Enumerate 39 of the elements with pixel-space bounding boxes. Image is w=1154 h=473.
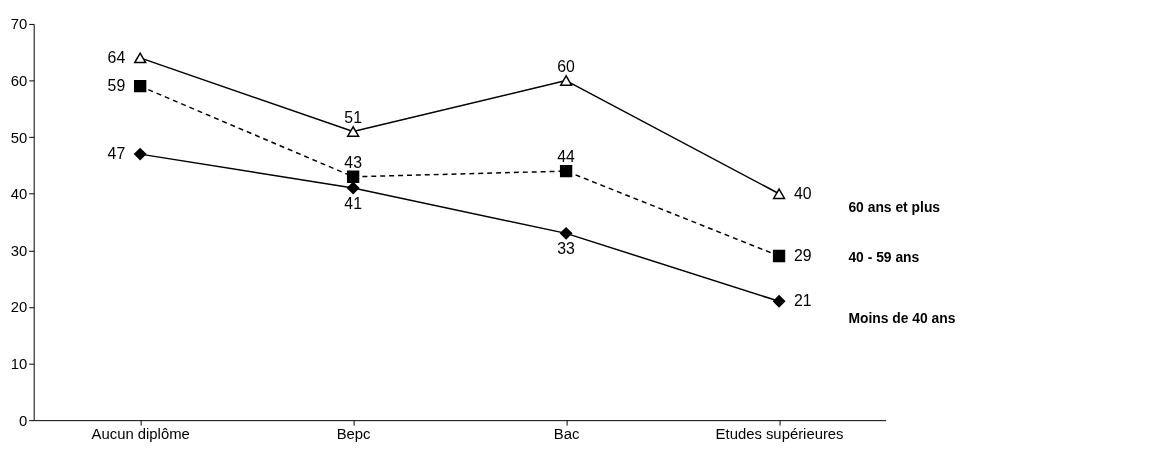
point bbox=[772, 295, 786, 308]
x-tick-label: Aucun diplôme bbox=[91, 426, 190, 443]
point bbox=[559, 75, 573, 86]
data-label: 64 bbox=[107, 48, 126, 66]
point bbox=[346, 170, 360, 183]
data-label: 44 bbox=[557, 148, 576, 166]
y-tick-label: 60 bbox=[10, 72, 28, 89]
point bbox=[133, 52, 147, 64]
data-label: 21 bbox=[794, 292, 812, 310]
data-label: 41 bbox=[344, 194, 363, 212]
y-tick-label: 10 bbox=[10, 356, 28, 372]
point bbox=[346, 126, 360, 137]
data-label: 59 bbox=[107, 77, 126, 95]
data-label: 40 bbox=[794, 184, 812, 202]
y-tick-label: 30 bbox=[10, 242, 28, 259]
point bbox=[559, 164, 573, 178]
text: 40 - 59 ans bbox=[848, 248, 920, 265]
text: Moins de 40 ans bbox=[848, 310, 956, 327]
data-label: 29 bbox=[794, 246, 812, 264]
x-tick-label: Etudes supérieures bbox=[715, 426, 844, 443]
text: 60 ans et plus bbox=[848, 198, 941, 215]
x-tick-label: Bepc bbox=[336, 426, 372, 443]
y-tick-label: 40 bbox=[10, 186, 28, 203]
y-tick-label: 20 bbox=[10, 299, 28, 316]
point bbox=[133, 80, 147, 93]
x-tick-label: Bac bbox=[553, 426, 580, 443]
data-label: 33 bbox=[557, 240, 576, 258]
y-tick-label: 70 bbox=[10, 16, 28, 33]
y-tick-label: 0 bbox=[18, 412, 28, 429]
data-label: 60 bbox=[557, 57, 576, 75]
data-label: 51 bbox=[344, 108, 363, 126]
point bbox=[346, 181, 360, 195]
point bbox=[772, 188, 786, 200]
point bbox=[133, 147, 147, 161]
y-tick-label: 50 bbox=[10, 129, 28, 146]
point bbox=[772, 249, 786, 263]
data-label: 47 bbox=[107, 145, 126, 163]
data-label: 43 bbox=[344, 153, 363, 171]
point bbox=[559, 227, 573, 240]
